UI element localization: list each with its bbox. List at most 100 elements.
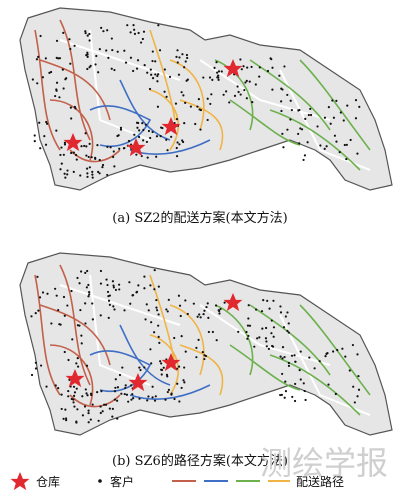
customer-dot xyxy=(198,313,201,316)
customer-dot xyxy=(75,362,78,365)
customer-dot xyxy=(260,310,264,313)
customer-dot xyxy=(91,170,94,174)
customer-dot xyxy=(62,417,65,420)
customer-dot xyxy=(281,357,284,360)
customer-dot xyxy=(160,368,164,372)
customer-dot xyxy=(86,34,89,37)
customer-dot xyxy=(298,108,301,112)
customer-dot xyxy=(63,141,67,144)
customer-dot xyxy=(64,176,67,179)
customer-dot xyxy=(61,68,64,71)
customer-dot xyxy=(73,405,76,408)
customer-dot xyxy=(279,311,283,314)
customer-dot xyxy=(150,362,153,365)
legend: 仓库 客户 配送路径 xyxy=(10,472,344,491)
customer-dot xyxy=(137,31,140,35)
customer-dot xyxy=(264,337,268,340)
customer-dot xyxy=(272,299,275,302)
customer-dot xyxy=(176,382,179,385)
customer-dot xyxy=(55,129,58,132)
customer-dot xyxy=(111,48,114,52)
customer-dot xyxy=(156,80,159,83)
customer-dot xyxy=(65,419,68,422)
customer-dot xyxy=(67,358,70,362)
customer-dot xyxy=(91,176,94,179)
customer-dot xyxy=(141,37,144,41)
customer-dot xyxy=(183,66,186,69)
customer-dot xyxy=(157,324,160,327)
customer-dot xyxy=(107,295,110,298)
customer-dot xyxy=(38,121,41,124)
customer-dot xyxy=(146,399,149,402)
customer-dot xyxy=(111,415,114,418)
customer-dot xyxy=(281,88,284,91)
customer-dot xyxy=(116,50,119,53)
customer-dot xyxy=(106,173,109,177)
customer-dot xyxy=(140,154,143,158)
customer-dot xyxy=(271,88,274,91)
customer-dot xyxy=(225,90,228,93)
customer-dot xyxy=(62,31,65,34)
customer-dot xyxy=(59,168,62,171)
customer-dot xyxy=(112,155,115,159)
customer-dot xyxy=(184,60,187,63)
customer-dot xyxy=(100,390,103,393)
customer-dot xyxy=(207,316,210,319)
customer-dot xyxy=(170,135,173,138)
customer-dot xyxy=(99,405,102,408)
customer-dot xyxy=(175,118,179,121)
customer-dot xyxy=(87,155,90,159)
customer-dot xyxy=(58,57,62,60)
customer-dot xyxy=(96,391,99,394)
customer-dot xyxy=(138,397,141,400)
customer-dot xyxy=(98,48,101,51)
customer-dot xyxy=(156,309,159,312)
customer-dot xyxy=(45,120,48,124)
customer-dot xyxy=(142,30,146,33)
customer-dot xyxy=(39,364,43,367)
customer-dot xyxy=(267,347,270,350)
customer-dot xyxy=(293,354,296,357)
customer-dot xyxy=(136,126,139,129)
customer-dot xyxy=(153,399,157,402)
customer-dot xyxy=(91,302,94,305)
customer-dot xyxy=(346,104,349,107)
customer-dot xyxy=(197,98,200,101)
customer-dot xyxy=(62,87,65,90)
customer-dot xyxy=(132,397,135,400)
customer-dot xyxy=(153,269,156,272)
customer-dot xyxy=(154,73,157,76)
customer-dot xyxy=(69,106,72,109)
customer-dot xyxy=(166,390,169,394)
customer-dot xyxy=(64,408,67,411)
customer-dot xyxy=(88,39,91,42)
customer-dot xyxy=(113,390,117,393)
customer-dot xyxy=(280,109,283,113)
customer-dot xyxy=(217,74,220,77)
customer-dot xyxy=(216,71,219,74)
customer-dot xyxy=(247,317,250,320)
customer-dot xyxy=(195,356,198,359)
customer-dot xyxy=(54,94,57,98)
customer-dot xyxy=(211,78,214,81)
customer-dot xyxy=(248,324,252,327)
customer-dot xyxy=(177,365,181,368)
customer-dot xyxy=(58,323,61,326)
customer-dot xyxy=(75,421,78,424)
customer-dot xyxy=(110,37,113,40)
customer-dot xyxy=(182,379,185,382)
customer-dot xyxy=(119,128,123,131)
customer-dot xyxy=(63,350,66,354)
customer-dot xyxy=(180,91,183,94)
customer-dot xyxy=(329,122,332,125)
customer-dot xyxy=(286,311,289,314)
customer-dot xyxy=(91,173,94,176)
customer-dot xyxy=(173,121,176,125)
customer-dot xyxy=(155,298,158,302)
customer-dot xyxy=(202,312,205,316)
customer-dot xyxy=(258,336,261,339)
customer-dot xyxy=(55,88,58,91)
customer-dot xyxy=(160,373,163,376)
customer-dot xyxy=(185,53,189,57)
customer-dot xyxy=(50,70,53,74)
